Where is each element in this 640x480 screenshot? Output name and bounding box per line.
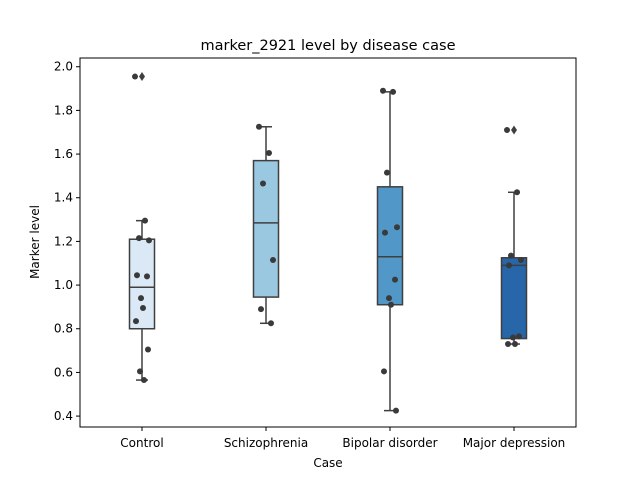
y-tick-label: 0.8 (54, 322, 73, 336)
data-point (140, 305, 146, 312)
data-point (384, 169, 390, 176)
data-point (132, 73, 138, 80)
data-point (393, 407, 399, 414)
box-iqr (500, 257, 528, 340)
x-tick-label: Major depression (463, 436, 566, 450)
data-point (505, 341, 511, 348)
data-point (144, 273, 150, 280)
box-group-bipolar-disorder (376, 91, 404, 412)
data-point (381, 368, 387, 375)
box-group-schizophrenia (252, 126, 280, 325)
data-points-control (132, 73, 152, 384)
data-point (514, 189, 520, 196)
data-point (270, 256, 276, 263)
data-point (392, 276, 398, 283)
outlier-marker (511, 125, 517, 135)
data-point (508, 252, 514, 259)
data-point (380, 87, 386, 94)
data-point (138, 295, 144, 302)
data-point (142, 217, 148, 224)
data-point (141, 377, 147, 384)
box-iqr (252, 159, 280, 298)
data-point (504, 127, 510, 134)
box-group-control (128, 72, 156, 381)
data-point (390, 88, 396, 95)
data-points-schizophrenia (256, 123, 276, 327)
data-point (510, 334, 516, 341)
y-axis-label: Marker level (28, 205, 42, 279)
x-tick-label: Control (120, 436, 163, 450)
data-point (145, 346, 151, 353)
data-points-major-depression (504, 127, 524, 348)
y-tick-label: 1.8 (54, 103, 73, 117)
data-point (388, 301, 394, 308)
y-tick-label: 2.0 (54, 60, 73, 74)
data-point (258, 306, 264, 313)
box-iqr (128, 238, 156, 330)
data-point (386, 295, 392, 302)
data-point (256, 123, 262, 130)
data-point (146, 237, 152, 244)
y-tick-label: 1.2 (54, 234, 73, 248)
data-point (506, 262, 512, 269)
plot-frame (79, 57, 577, 428)
y-tick-label: 0.4 (54, 409, 73, 423)
data-point (518, 256, 524, 263)
x-tick-label: Schizophrenia (224, 436, 308, 450)
data-point (512, 341, 518, 348)
chart-title: marker_2921 level by disease case (201, 38, 456, 54)
y-tick-label: 1.6 (54, 147, 73, 161)
data-point (394, 224, 400, 231)
data-point (136, 235, 142, 242)
data-point (266, 149, 272, 156)
y-tick-label: 1.4 (54, 191, 73, 205)
x-axis-label: Case (313, 456, 342, 470)
data-point (134, 272, 140, 279)
data-point (133, 318, 139, 325)
outlier-marker (139, 72, 145, 82)
y-tick-label: 0.6 (54, 365, 73, 379)
y-tick-label: 1.0 (54, 278, 73, 292)
plot-area (128, 72, 528, 414)
data-point (260, 180, 266, 187)
data-point (382, 229, 388, 236)
x-tick-label: Bipolar disorder (342, 436, 437, 450)
data-point (268, 320, 274, 327)
box-iqr (376, 186, 404, 306)
data-point (137, 368, 143, 375)
box-group-major-depression (500, 125, 528, 345)
data-points-bipolar-disorder (380, 87, 400, 414)
axes: 0.4 0.6 0.8 1.0 1.2 1.4 1.6 1.8 2.0 Control Schizo… (54, 60, 565, 450)
data-point (516, 333, 522, 340)
